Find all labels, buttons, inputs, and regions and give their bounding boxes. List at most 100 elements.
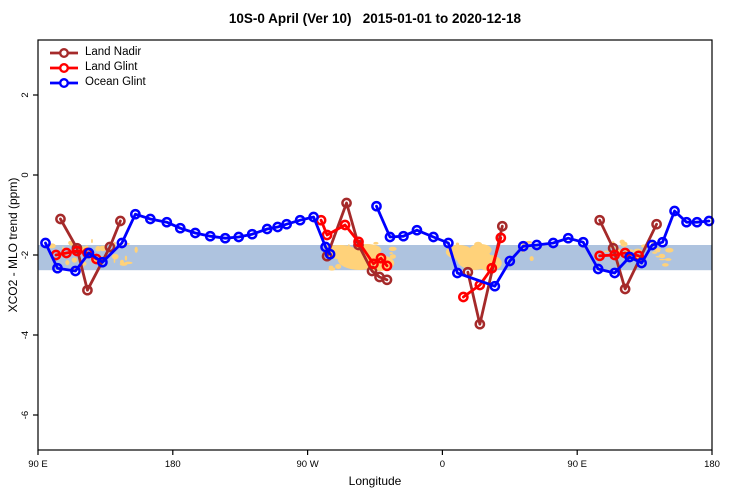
data-point	[341, 197, 352, 209]
data-point	[204, 230, 216, 242]
data-point	[130, 208, 141, 220]
data-point	[562, 232, 574, 244]
data-point	[189, 227, 201, 239]
data-point	[52, 262, 63, 274]
data-point	[651, 218, 662, 230]
data-point	[82, 284, 93, 296]
land-speckle	[111, 253, 119, 260]
data-point	[594, 214, 606, 226]
data-point	[496, 220, 508, 232]
data-point	[594, 250, 606, 262]
land-speckle	[455, 244, 460, 250]
land-glint-marker-icon	[50, 62, 78, 73]
series-line	[461, 236, 503, 299]
data-point	[624, 251, 635, 263]
land-speckle	[336, 248, 345, 251]
land-blob	[469, 244, 492, 256]
data-point	[547, 237, 559, 249]
land-speckle	[464, 254, 472, 258]
data-point	[324, 248, 336, 260]
x-tick-label: 180	[165, 459, 181, 470]
data-point	[411, 224, 423, 236]
data-point	[504, 255, 516, 267]
x-tick-label: 90 E	[567, 459, 587, 470]
data-point	[261, 223, 273, 235]
data-point	[375, 252, 387, 264]
data-point	[636, 257, 647, 269]
data-point	[144, 213, 156, 225]
data-point	[458, 291, 469, 303]
land-speckle	[71, 257, 78, 263]
data-point	[609, 267, 620, 279]
data-point	[115, 215, 126, 227]
chart-title: 10S-0 April (Ver 10) 2015-01-01 to 2020-…	[228, 11, 522, 26]
data-point	[321, 229, 333, 241]
land-speckle	[453, 250, 456, 254]
land-speckle	[620, 241, 628, 247]
land-speckle	[68, 241, 73, 245]
data-point	[428, 231, 439, 243]
land-speckle	[65, 259, 70, 266]
land-speckle	[124, 255, 128, 261]
land-speckle	[348, 244, 350, 249]
ocean-glint-marker-icon	[50, 77, 78, 88]
data-point	[281, 218, 292, 230]
data-point	[320, 241, 331, 253]
land-speckle	[455, 242, 460, 246]
land-speckle	[389, 254, 396, 259]
land-nadir-marker-icon	[50, 47, 78, 58]
land-speckle	[119, 262, 128, 266]
x-axis: 90 E 180 90 W 0 90 E 180	[28, 450, 720, 470]
series-line	[319, 218, 389, 268]
data-point	[368, 258, 379, 270]
series-ocean-glint	[40, 200, 715, 292]
data-point	[474, 318, 486, 330]
land-speckle	[348, 250, 351, 255]
land-speckle	[662, 263, 669, 267]
data-point	[353, 236, 364, 248]
data-point	[486, 262, 498, 274]
land-speckle	[469, 249, 474, 256]
x-tick-label: 180	[704, 459, 720, 470]
land-speckle	[388, 246, 397, 251]
data-point	[398, 230, 409, 242]
land-speckle	[328, 267, 336, 271]
land-speckle	[95, 245, 101, 252]
data-point	[40, 237, 51, 249]
y-tick-label: 0	[20, 172, 31, 177]
data-point	[703, 215, 715, 227]
data-point	[452, 267, 463, 279]
data-point	[233, 231, 245, 243]
data-point	[174, 222, 186, 234]
data-point	[294, 214, 306, 226]
land-speckle	[478, 253, 486, 258]
data-point	[531, 239, 543, 251]
x-tick-label: 90 E	[28, 459, 48, 470]
data-point	[61, 247, 72, 259]
series-line	[325, 201, 389, 282]
y-axis: 2 0 -2 -4 -6	[20, 92, 38, 419]
land-speckle	[335, 250, 341, 256]
land-speckle	[455, 257, 464, 261]
land-speckle	[481, 262, 486, 266]
data-point	[371, 200, 382, 212]
x-tick-label: 90 W	[297, 459, 319, 470]
land-speckle	[658, 253, 666, 259]
data-point	[609, 249, 620, 261]
land-speckle	[389, 252, 393, 255]
data-point	[97, 256, 108, 268]
data-point	[339, 219, 351, 231]
data-point	[517, 240, 529, 252]
legend-label: Land Glint	[85, 61, 138, 73]
plot-border	[37, 39, 713, 451]
land-speckle	[482, 256, 485, 259]
data-point	[104, 241, 116, 253]
legend-label: Ocean Glint	[85, 76, 146, 88]
land-speckle	[373, 241, 379, 245]
y-axis-title: XCO2 - MLO trend (ppm)	[6, 177, 20, 313]
data-point	[71, 245, 83, 257]
legend-entry-ocean-glint: Ocean Glint	[49, 75, 146, 90]
data-point	[495, 232, 507, 244]
